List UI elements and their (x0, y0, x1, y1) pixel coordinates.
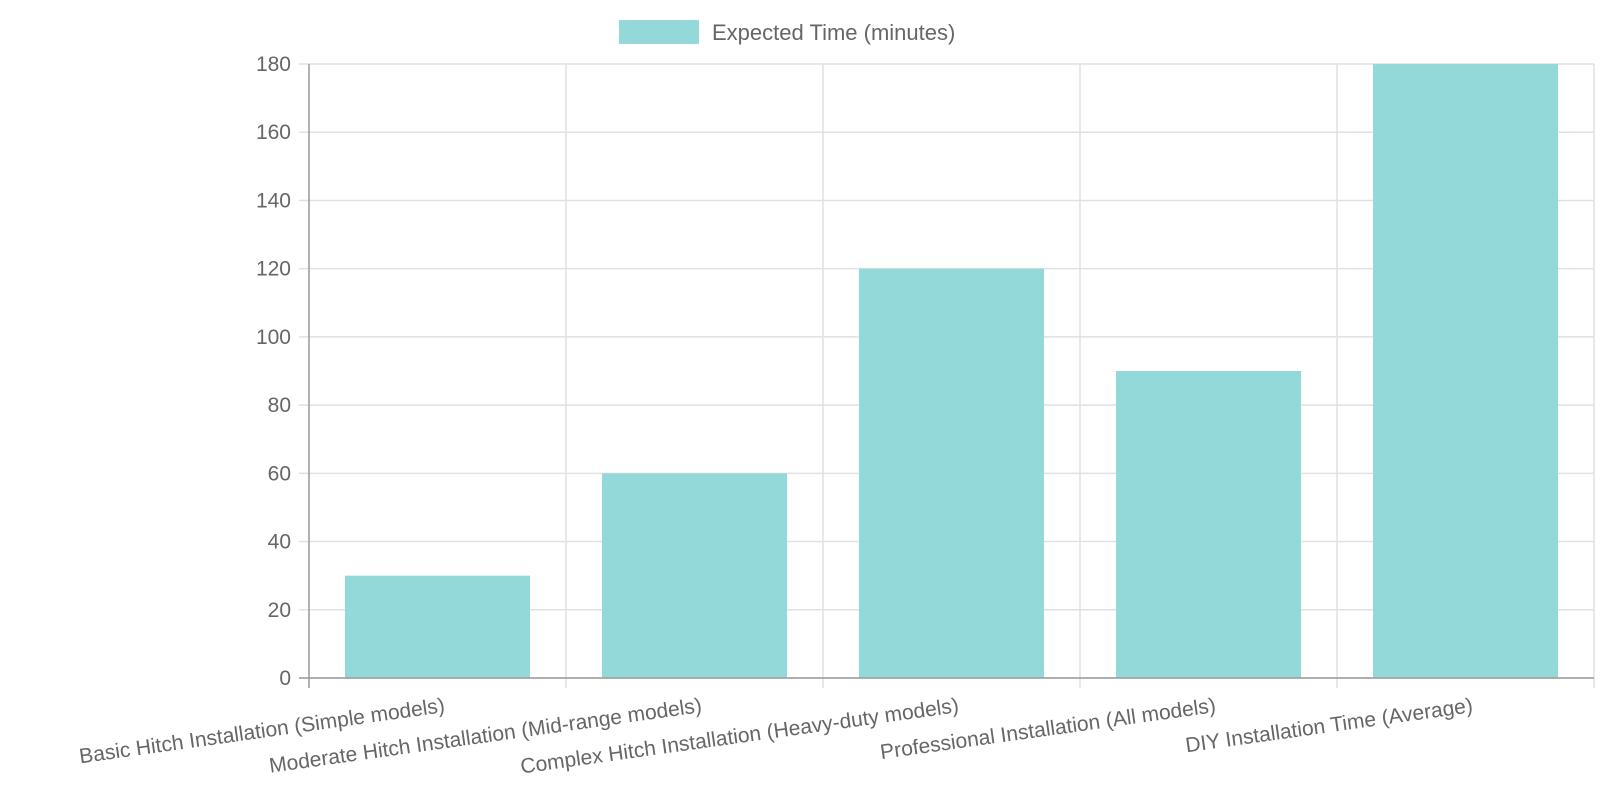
y-tick-label: 120 (256, 258, 291, 281)
y-tick-label: 40 (268, 531, 291, 554)
bar[interactable] (1115, 371, 1302, 678)
legend-label[interactable]: Expected Time (minutes) (712, 20, 955, 45)
y-tick-label: 80 (268, 394, 291, 417)
y-tick-label: 140 (256, 189, 291, 212)
bar[interactable] (601, 473, 788, 678)
bar[interactable] (1372, 64, 1559, 678)
legend[interactable]: Expected Time (minutes) (619, 20, 955, 45)
axes-layer (299, 64, 1594, 688)
y-tick-label: 160 (256, 121, 291, 144)
y-tick-label: 60 (268, 462, 291, 485)
legend-swatch[interactable] (619, 20, 699, 44)
y-tick-label: 100 (256, 326, 291, 349)
y-tick-label: 0 (279, 667, 291, 690)
x-tick-label: Moderate Hitch Installation (Mid-range m… (268, 694, 703, 778)
y-tick-label: 20 (268, 599, 291, 622)
bars-layer (344, 64, 1559, 678)
y-axis-tick-labels: 0 20 40 60 80 100 120 140 160 180 (256, 53, 291, 690)
x-tick-label: DIY Installation Time (Average) (1184, 694, 1474, 757)
x-tick-label: Complex Hitch Installation (Heavy-duty m… (519, 694, 960, 778)
bar[interactable] (858, 268, 1045, 678)
x-axis-tick-labels: Basic Hitch Installation (Simple models)… (78, 694, 1474, 778)
y-tick-label: 180 (256, 53, 291, 76)
bar[interactable] (344, 575, 531, 678)
